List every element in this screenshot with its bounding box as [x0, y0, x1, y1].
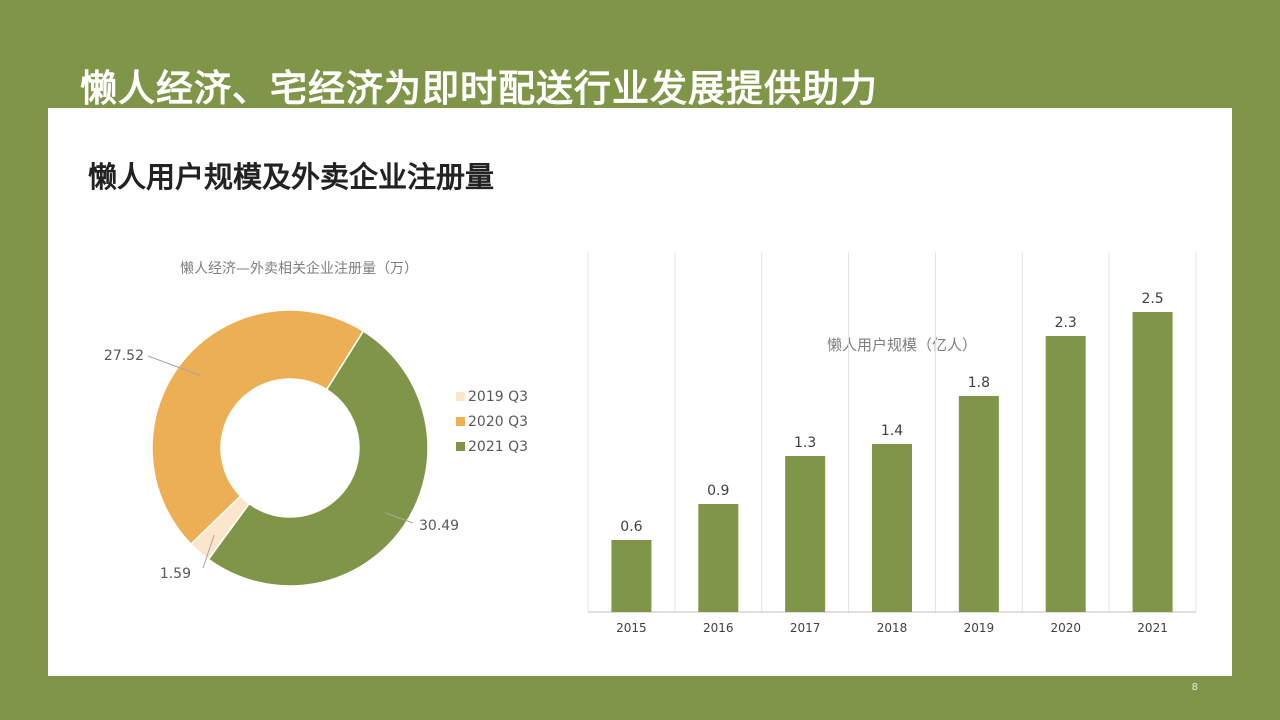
donut-data-label: 1.59 [160, 566, 191, 582]
bar-chart-title: 懒人用户规模（亿人） [827, 336, 977, 354]
bar-value-label: 2.5 [1141, 291, 1163, 307]
legend-label: 2020 Q3 [468, 414, 528, 430]
bar-2015 [611, 540, 652, 612]
x-tick-label: 2019 [964, 621, 995, 635]
legend-marker [456, 392, 465, 401]
donut-data-label: 30.49 [419, 518, 459, 534]
donut-leader-line [202, 534, 215, 569]
x-tick-label: 2015 [616, 621, 647, 635]
section-title: 懒人用户规模及外卖企业注册量 [88, 160, 495, 194]
donut-slice-2020-q3 [151, 309, 365, 546]
bar-2018 [872, 444, 912, 612]
x-tick-label: 2018 [877, 621, 908, 635]
bar-value-label: 1.8 [968, 375, 990, 391]
bar-value-label: 0.9 [707, 483, 729, 499]
bar-2019 [958, 396, 999, 612]
bar-value-label: 1.3 [794, 435, 816, 451]
legend-label: 2019 Q3 [468, 389, 528, 405]
donut-chart: 懒人经济—外卖相关企业注册量（万） 1.59 27.52 30.49 2019 Q3… [104, 260, 528, 587]
donut-data-label: 27.52 [104, 348, 144, 364]
donut-leader-line [385, 512, 414, 524]
bar-chart: 懒人用户规模（亿人） 0.6 0.9 1.3 1.4 1.8 2.3 2.5 2015 201… [587, 252, 1197, 635]
page-number: 8 [1191, 682, 1198, 693]
bar-2016 [698, 504, 739, 612]
bar-2021 [1132, 312, 1173, 612]
bar-2020 [1045, 336, 1086, 612]
x-tick-label: 2020 [1050, 621, 1081, 635]
x-tick-label: 2021 [1137, 621, 1168, 635]
donut-title: 懒人经济—外卖相关企业注册量（万） [180, 260, 418, 277]
legend-marker [456, 442, 465, 451]
legend-label: 2021 Q3 [468, 439, 528, 455]
donut-leader-line [147, 355, 201, 376]
bar-2017 [785, 456, 826, 612]
bar-value-label: 1.4 [881, 423, 903, 439]
legend-marker [456, 417, 465, 426]
slide-title: 懒人经济、宅经济为即时配送行业发展提供助力 [80, 67, 878, 110]
x-tick-label: 2016 [703, 621, 734, 635]
content-panel: 懒人用户规模及外卖企业注册量 懒人经济—外卖相关企业注册量（万） 1.59 27.… [48, 108, 1232, 676]
donut-slice-2021-q3 [207, 330, 429, 587]
bar-value-label: 0.6 [620, 519, 642, 535]
x-tick-label: 2017 [790, 621, 821, 635]
bar-value-label: 2.3 [1055, 315, 1077, 331]
